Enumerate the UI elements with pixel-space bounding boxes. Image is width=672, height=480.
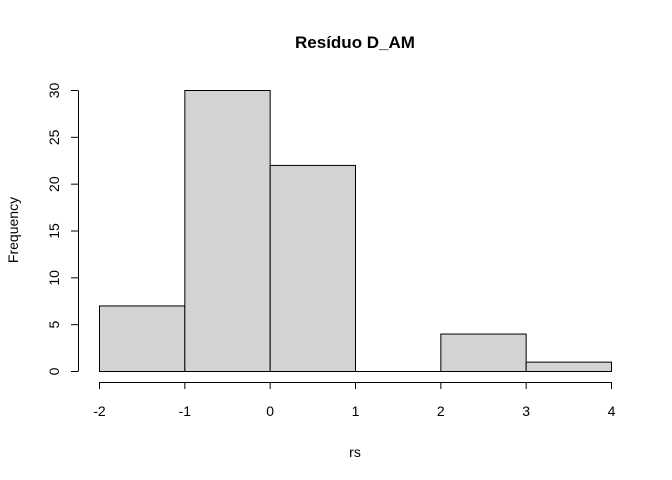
y-tick-label: 30 [46, 83, 62, 99]
y-tick-label: 10 [46, 270, 62, 286]
histogram-bar [184, 90, 271, 372]
histogram-bar [269, 164, 356, 372]
x-axis: -2 -1 0 1 2 3 4 [93, 382, 616, 419]
x-axis-label: rs [349, 444, 361, 460]
x-tick-label: 3 [522, 403, 530, 419]
y-tick-label: 5 [46, 321, 62, 329]
x-tick-label: 1 [352, 403, 360, 419]
x-tick-label: 4 [608, 403, 616, 419]
x-tick-label: -1 [179, 403, 192, 419]
x-tick-label: 2 [437, 403, 445, 419]
histogram-bar [99, 305, 186, 372]
chart-title: Resíduo D_AM [295, 33, 415, 52]
y-tick-label: 0 [46, 367, 62, 375]
bars-group [99, 90, 613, 372]
y-axis-label: Frequency [5, 197, 21, 263]
histogram-bar [525, 361, 613, 372]
histogram-bar [440, 333, 527, 372]
x-tick-label: 0 [266, 403, 274, 419]
x-tick-label: -2 [93, 403, 106, 419]
y-tick-label: 20 [46, 176, 62, 192]
y-axis: 0 5 10 15 20 25 30 [46, 83, 79, 375]
y-tick-label: 25 [46, 129, 62, 145]
y-tick-label: 15 [46, 223, 62, 239]
